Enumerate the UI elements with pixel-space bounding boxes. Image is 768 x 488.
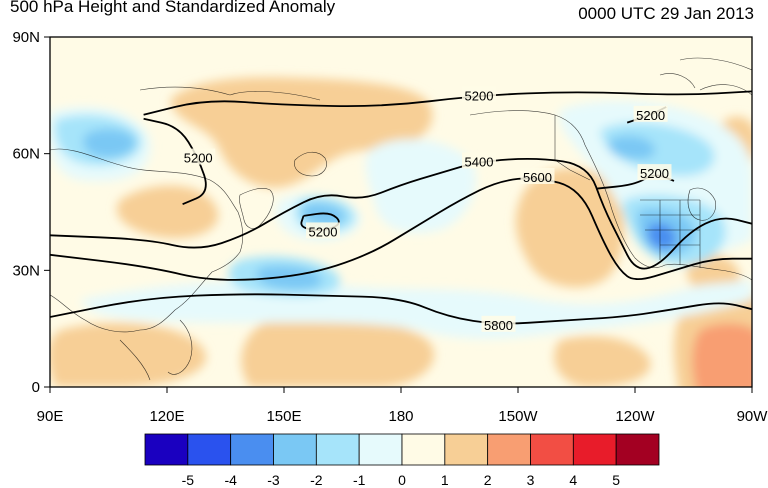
colorbar-tick-label: 4 — [569, 472, 577, 488]
contour-label: 5200 — [465, 88, 494, 103]
contour-label: 5200 — [640, 166, 669, 181]
colorbar-swatch — [487, 433, 531, 466]
contour-line — [50, 177, 752, 281]
colorbar-tick-label: 0 — [398, 472, 406, 488]
colorbar-swatch — [530, 433, 574, 466]
colorbar-tick-label: -3 — [267, 472, 280, 488]
colorbar-swatch — [444, 433, 489, 466]
contour-line — [143, 90, 752, 116]
colorbar: -5 -4 -3 -2 -1 0 1 2 3 4 5 — [144, 433, 660, 488]
chart-title: 500 hPa Height and Standardized Anomaly — [10, 0, 336, 16]
coastlines — [50, 57, 752, 381]
contour-label: 5800 — [484, 318, 513, 333]
contour-label-bg — [462, 86, 496, 103]
contour-label-bg — [520, 168, 555, 184]
colorbar-swatch — [315, 433, 360, 466]
x-tick-label: 180 — [388, 408, 413, 425]
x-tick-label: 120W — [615, 408, 655, 425]
y-tick-label: 60N — [12, 146, 40, 163]
colorbar-swatch — [572, 433, 617, 466]
contour-label-bg — [481, 315, 516, 332]
colorbar-tick-label: -1 — [353, 472, 366, 488]
contour-label: 5400 — [465, 154, 494, 169]
contour-line — [50, 293, 752, 325]
x-tick-label: 90E — [37, 408, 64, 425]
y-tick-label: 0 — [32, 379, 40, 396]
x-tick-label: 150E — [266, 408, 301, 425]
contour-label: 5200 — [184, 151, 213, 166]
colorbar-tick-label: -2 — [310, 472, 323, 488]
colorbar-swatch — [401, 433, 446, 466]
colorbar-swatch — [187, 433, 232, 466]
x-tick-label: 120E — [149, 408, 184, 425]
x-tick-label: 90W — [737, 408, 768, 425]
colorbar-tick-label: -4 — [224, 472, 237, 488]
colorbar-swatch — [230, 433, 274, 466]
colorbar-tick-label: -5 — [182, 472, 195, 488]
y-tick-label: 90N — [12, 29, 40, 46]
axes: 90E 120E 150E 180 150W 120W 90W 0 30N 60N 90N — [12, 29, 768, 425]
colorbar-tick-label: 5 — [612, 472, 620, 488]
contour-label-bg — [306, 222, 340, 239]
contour-label-bg — [181, 148, 216, 165]
contour-label-bg — [462, 152, 496, 169]
contour-label: 5200 — [636, 108, 665, 123]
colorbar-swatch — [144, 433, 189, 466]
contour-label: 5200 — [309, 224, 338, 239]
colorbar-tick-label: 1 — [441, 472, 449, 488]
contour-label: 5600 — [523, 170, 552, 185]
y-tick-label: 30N — [12, 262, 40, 279]
colorbar-tick-label: 2 — [484, 472, 492, 488]
height-contours: 5200 5200 5200 5200 5200 5400 5600 5800 — [50, 86, 752, 333]
valid-time-label: 0000 UTC 29 Jan 2013 — [578, 4, 754, 23]
contour-label-bg — [633, 105, 668, 122]
contour-label-bg — [637, 164, 672, 181]
colorbar-swatch — [615, 433, 660, 466]
colorbar-swatch — [358, 433, 403, 466]
colorbar-tick-label: 3 — [527, 472, 535, 488]
x-tick-label: 150W — [498, 408, 538, 425]
colorbar-swatch — [273, 433, 317, 466]
